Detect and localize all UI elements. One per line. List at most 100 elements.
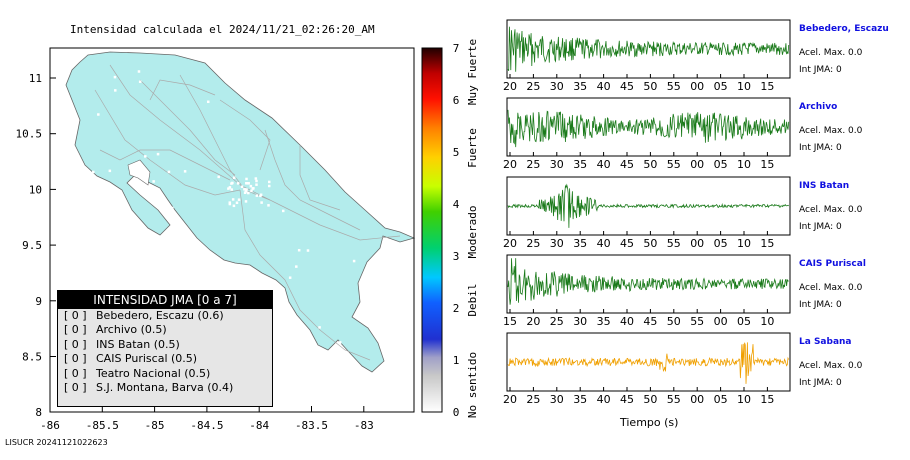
legend-row: [ 0 ] INS Batan (0.5)	[58, 338, 272, 352]
time-tick-label: 10	[737, 80, 751, 93]
time-tick-label: 00	[690, 158, 704, 171]
time-tick-label: 25	[550, 315, 564, 328]
station-markers	[92, 70, 362, 350]
time-tick-label: 00	[690, 80, 704, 93]
map-axes	[49, 47, 415, 413]
scale-tick-label: 4	[453, 198, 460, 211]
station-dot	[252, 187, 255, 190]
waveform-trace	[507, 26, 790, 72]
station-dot	[268, 180, 271, 184]
station-dot	[267, 204, 270, 207]
time-tick-label: 35	[573, 237, 587, 250]
lat-tick-label: 8.5	[22, 351, 42, 364]
time-tick-label: 05	[737, 315, 751, 328]
time-tick-label: 15	[760, 80, 774, 93]
station-dot	[260, 201, 263, 204]
legend-row-value: [ 0 ]	[64, 337, 87, 351]
time-tick-label: 35	[573, 158, 587, 171]
station-dot	[206, 100, 210, 104]
station-dot	[92, 281, 95, 285]
time-tick-label: 35	[597, 315, 611, 328]
lon-tick-label: -85	[145, 419, 165, 432]
scale-tick-label: 7	[453, 42, 460, 55]
station-dot	[244, 200, 248, 203]
waveform-panel: 20 25 30 35 40 45 50 55 00 05 10 15	[503, 332, 791, 406]
lon-tick-label: -84.5	[190, 419, 223, 432]
time-tick-label: 10	[737, 393, 751, 406]
time-tick-label: 30	[550, 158, 564, 171]
event-id: LISUCR 20241121022623	[5, 438, 108, 447]
station-dot	[281, 313, 284, 316]
station-dot	[230, 188, 233, 191]
time-tick-label: 55	[667, 393, 681, 406]
time-tick-label: 40	[597, 80, 611, 93]
waveform-trace	[507, 109, 790, 148]
station-dot	[247, 182, 250, 185]
time-tick-label: 30	[550, 393, 564, 406]
station-dot	[228, 201, 232, 204]
time-tick-label: 45	[620, 393, 634, 406]
lon-tick-label: -83	[354, 419, 374, 432]
station-dot	[183, 170, 187, 173]
time-tick-label: 10	[737, 158, 751, 171]
station-dot	[319, 108, 322, 111]
station-dot	[92, 170, 95, 174]
time-tick-label: 45	[620, 237, 634, 250]
time-tick-label: 20	[503, 158, 517, 171]
station-dot	[232, 176, 236, 180]
time-tick-label: 15	[760, 393, 774, 406]
time-tick-label: 15	[503, 315, 517, 328]
scale-category-label: Muy Fuerte	[466, 39, 479, 105]
station-dot	[297, 248, 301, 252]
station-jma-intensity: Int JMA: 0	[799, 65, 842, 75]
latitude-labels: 11 10.5 10 9.5 9 8.5 8	[16, 72, 43, 419]
time-tick-label: 50	[643, 158, 657, 171]
station-dot	[240, 185, 244, 189]
time-tick-label: 40	[620, 315, 634, 328]
time-tick-label: 40	[597, 393, 611, 406]
station-dot	[318, 326, 321, 329]
time-tick-label: 45	[643, 315, 657, 328]
longitude-labels: -86 -85.5 -85 -84.5 -84 -83.5 -83	[40, 419, 374, 432]
station-dot	[235, 201, 239, 205]
station-dot	[249, 184, 253, 188]
scale-ticks: 0 1 2 3 4 5 6 7	[453, 42, 460, 419]
time-tick-label: 25	[526, 158, 540, 171]
legend-row: [ 0 ] Bebedero, Escazu (0.6)	[58, 309, 272, 323]
time-tick-label: 50	[643, 237, 657, 250]
station-dot	[305, 106, 308, 110]
time-tick-label: 50	[643, 393, 657, 406]
station-dot	[144, 155, 147, 158]
time-tick-label: 50	[667, 315, 681, 328]
legend-row-label: CAIS Puriscal (0.5)	[96, 352, 198, 366]
station-dot	[220, 276, 224, 280]
station-dot	[267, 184, 271, 188]
scale-tick-label: 2	[453, 302, 460, 315]
map-title: Intensidad calculada el 2024/11/21_02:26…	[70, 23, 375, 36]
station-dot	[114, 89, 117, 92]
station-name: La Sabana	[799, 337, 852, 347]
station-dot	[168, 284, 171, 288]
intensity-legend: INTENSIDAD JMA [0 a 7] [ 0 ] Bebedero, Es…	[57, 290, 273, 407]
station-dot	[232, 204, 236, 208]
station-dot	[346, 186, 350, 189]
station-dot	[334, 110, 338, 114]
station-dot	[97, 113, 100, 116]
time-tick-label: 00	[690, 393, 704, 406]
station-dot	[234, 266, 237, 270]
time-tick-label: 30	[550, 237, 564, 250]
station-name: Bebedero, Escazu	[799, 24, 889, 34]
scale-category-label: Debil	[466, 283, 479, 316]
waveform-trace	[507, 258, 789, 305]
station-dot	[259, 193, 263, 197]
station-dot	[358, 310, 362, 314]
station-max-accel: Acel. Max. 0.0	[799, 126, 863, 136]
station-jma-intensity: Int JMA: 0	[799, 222, 842, 232]
station-dot	[338, 341, 342, 344]
station-jma-intensity: Int JMA: 0	[799, 378, 842, 388]
time-tick-label: 10	[760, 315, 774, 328]
station-dot	[247, 191, 250, 195]
legend-row: [ 0 ] CAIS Puriscal (0.5)	[58, 352, 272, 366]
station-dot	[171, 206, 174, 210]
